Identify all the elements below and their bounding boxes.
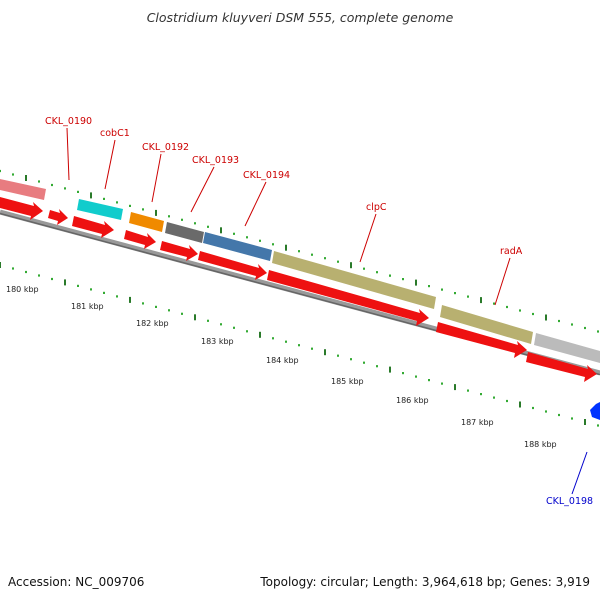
kbp-label-184: 184 kbp [266, 356, 299, 365]
feature-cobc1[interactable] [77, 199, 123, 220]
cds-arrow[interactable] [0, 197, 43, 220]
cds-arrow[interactable] [124, 230, 156, 249]
feature-rada[interactable] [440, 305, 533, 344]
cds-arrow[interactable] [72, 216, 114, 238]
cds-arrow[interactable] [48, 209, 68, 225]
kbp-label-182: 182 kbp [136, 319, 169, 328]
map-track-group: 180 kbp 181 kbp 182 kbp 183 kbp 184 kbp … [0, 116, 600, 507]
cds-arrow[interactable] [160, 241, 198, 261]
feature-ckl-0192[interactable] [129, 212, 164, 232]
gene-label-ckl-0198[interactable]: CKL_0198 [546, 496, 593, 507]
feature-ckl-0194[interactable] [203, 232, 272, 261]
genome-title: Clostridium kluyveri DSM 555, complete g… [147, 10, 454, 25]
lower-tick-ring [0, 262, 599, 427]
cds-arrow[interactable] [526, 352, 597, 382]
gene-label-rada[interactable]: radA [500, 246, 523, 257]
kbp-label-180: 180 kbp [6, 285, 39, 294]
feature-ckl-0198[interactable] [590, 402, 600, 420]
kbp-label-188: 188 kbp [524, 440, 557, 449]
cds-track [0, 197, 597, 382]
feature-next[interactable] [534, 333, 600, 363]
gene-label-ckl-0194[interactable]: CKL_0194 [243, 170, 290, 181]
accession-text: Accession: NC_009706 [8, 575, 144, 589]
kbp-label-181: 181 kbp [71, 302, 104, 311]
feature-clpc[interactable] [272, 251, 436, 309]
gene-label-ckl-0190[interactable]: CKL_0190 [45, 116, 92, 127]
genome-summary-text: Topology: circular; Length: 3,964,618 bp… [259, 575, 590, 589]
kbp-label-187: 187 kbp [461, 418, 494, 427]
gene-label-cobc1[interactable]: cobC1 [100, 128, 130, 139]
kbp-label-185: 185 kbp [331, 377, 364, 386]
feature-ckl-0190[interactable] [0, 179, 46, 200]
kbp-labels: 180 kbp 181 kbp 182 kbp 183 kbp 184 kbp … [6, 285, 557, 449]
gene-label-ckl-0193[interactable]: CKL_0193 [192, 155, 239, 166]
feature-ckl-0193[interactable] [165, 222, 204, 243]
gene-label-ckl-0192[interactable]: CKL_0192 [142, 142, 189, 153]
upper-tick-ring [0, 169, 599, 333]
cds-arrow[interactable] [436, 322, 527, 358]
cds-arrow[interactable] [198, 251, 267, 280]
cds-arrow[interactable] [267, 270, 429, 326]
gene-label-clpc[interactable]: clpC [366, 202, 387, 213]
kbp-label-183: 183 kbp [201, 337, 234, 346]
kbp-label-186: 186 kbp [396, 396, 429, 405]
gene-labels: CKL_0190 cobC1 CKL_0192 CKL_0193 CKL_019… [45, 116, 593, 507]
feature-track [0, 179, 600, 363]
